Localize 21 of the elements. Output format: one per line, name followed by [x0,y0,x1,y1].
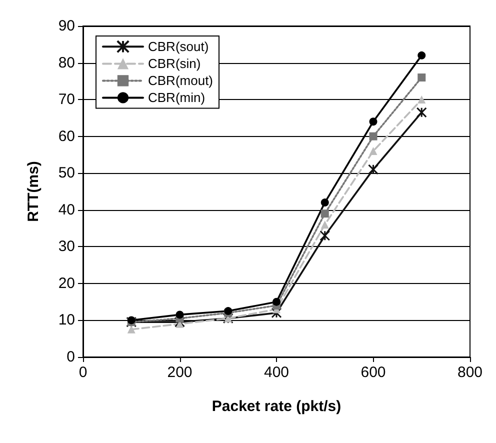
legend-label: CBR(sout) [148,39,209,54]
y-tick-label: 90 [58,18,75,34]
x-tick-label: 600 [360,364,386,381]
y-tick-label: 0 [66,348,75,366]
y-tick-label: 80 [58,54,75,72]
x-tick-label: 400 [264,364,290,381]
y-tick-label: 40 [58,201,75,218]
y-tick-label: 70 [58,91,75,108]
legend-label: CBR(min) [148,90,206,106]
legend-label: CBR(sin) [148,56,201,72]
x-tick-label: 800 [457,364,483,381]
y-tick-label: 60 [58,128,75,145]
x-tick-label: 200 [167,364,192,381]
x-tick-label: 0 [78,364,88,381]
y-tick-label: 50 [58,164,75,182]
y-tick-label: 10 [58,312,75,329]
x-axis-title: Packet rate (pkt/s) [212,398,342,415]
y-tick-label: 30 [58,238,75,256]
legend-label: CBR(mout) [148,73,214,88]
y-tick-label: 20 [58,274,75,292]
y-axis-title: RTT(ms) [25,161,42,222]
